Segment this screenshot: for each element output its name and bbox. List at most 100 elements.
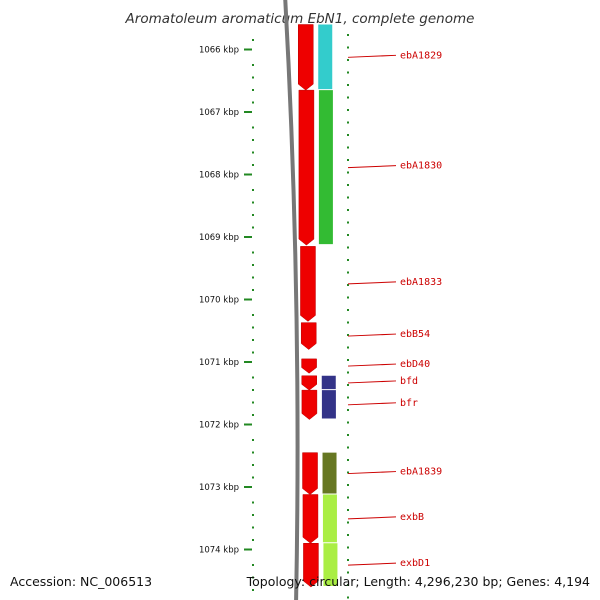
- scale-dot: [252, 264, 254, 266]
- track-dot: [347, 246, 349, 249]
- scale-dot: [252, 314, 254, 316]
- gene-label[interactable]: bfd: [400, 376, 418, 387]
- scale-tick-label: 1070 kbp: [199, 296, 239, 306]
- track-dot: [347, 446, 349, 449]
- track-dot: [347, 84, 349, 86]
- scale-dot: [252, 289, 254, 291]
- scale-tick-label: 1069 kbp: [199, 233, 239, 243]
- gene-leader-line: [347, 363, 397, 367]
- track-dot: [347, 396, 349, 399]
- track-dot: [347, 371, 349, 374]
- track-dot: [347, 271, 349, 274]
- track-dot: [347, 496, 349, 499]
- scale-dot: [252, 126, 254, 129]
- scale-dot: [252, 151, 254, 154]
- scale-tick-label: 1071 kbp: [199, 358, 239, 368]
- track-dot: [347, 534, 349, 536]
- cds-arrow[interactable]: [302, 494, 319, 544]
- scale-dot: [252, 164, 254, 166]
- scale-dot: [252, 414, 254, 416]
- track-dot: [347, 146, 349, 149]
- gene-label[interactable]: ebA1839: [400, 467, 442, 478]
- cds-arrow[interactable]: [301, 375, 318, 391]
- track-dot: [347, 309, 349, 311]
- gene-leader-line: [347, 516, 397, 520]
- track-dot: [347, 121, 349, 124]
- scale-dot: [252, 401, 254, 404]
- track-dot: [347, 484, 349, 486]
- scale-dot: [252, 76, 254, 79]
- track-dot: [347, 284, 349, 286]
- topology-text: Topology: circular; Length: 4,296,230 bp…: [246, 574, 590, 589]
- track-dot: [347, 159, 349, 161]
- genome-backbone: [283, 0, 300, 600]
- gene-label[interactable]: ebB54: [400, 329, 430, 340]
- track-dot: [347, 234, 349, 236]
- track-dot: [347, 471, 349, 474]
- cds-arrow[interactable]: [303, 543, 319, 588]
- track-dot: [347, 71, 349, 74]
- track-dot: [347, 521, 349, 524]
- scale-dot: [252, 226, 254, 229]
- track-dot: [347, 421, 349, 424]
- scale-dot: [252, 64, 254, 66]
- scale-tick-label: 1067 kbp: [199, 108, 239, 118]
- track-dot: [347, 546, 349, 549]
- track-dot: [347, 221, 349, 224]
- track-dot: [347, 96, 349, 99]
- scale-dot: [252, 214, 254, 216]
- cds-arrow[interactable]: [301, 389, 318, 420]
- cog-bar[interactable]: [318, 24, 333, 90]
- cog-track: [318, 24, 338, 586]
- track-dot: [347, 359, 349, 361]
- accession-text: Accession: NC_006513: [10, 574, 152, 589]
- gene-label[interactable]: exbD1: [400, 558, 430, 569]
- gene-label[interactable]: bfr: [400, 398, 418, 409]
- scale-dot: [252, 526, 254, 529]
- cog-bar[interactable]: [322, 494, 337, 543]
- gene-label[interactable]: ebD40: [400, 359, 430, 370]
- track-dot: [347, 109, 349, 111]
- gene-label[interactable]: exbB: [400, 512, 424, 523]
- scale-dot: [252, 464, 254, 466]
- track-dot: [347, 384, 349, 386]
- track-dot: [347, 46, 349, 49]
- scale-dot: [252, 376, 254, 379]
- scale-tick-label: 1073 kbp: [199, 483, 239, 493]
- gene-leader-line: [347, 402, 397, 406]
- track-dot: [347, 346, 349, 349]
- gene-leader-line: [347, 380, 397, 384]
- cds-arrow[interactable]: [301, 358, 317, 374]
- scale-dot: [252, 589, 254, 591]
- gene-label[interactable]: ebA1829: [400, 50, 442, 61]
- scale-dot: [252, 576, 254, 579]
- cog-bar[interactable]: [322, 452, 337, 494]
- scale-dot: [252, 251, 254, 254]
- gene-label[interactable]: ebA1833: [400, 277, 442, 288]
- cds-arrow[interactable]: [300, 246, 316, 322]
- scale-dot: [252, 139, 254, 141]
- scale-dot: [252, 564, 254, 566]
- gene-leader-line: [347, 281, 397, 285]
- cog-bar[interactable]: [323, 543, 338, 586]
- scale-dot: [252, 451, 254, 454]
- track-dot: [347, 334, 349, 336]
- gene-label[interactable]: ebA1830: [400, 161, 442, 172]
- track-dot: [347, 459, 349, 461]
- cds-arrow[interactable]: [297, 24, 314, 91]
- cog-bar[interactable]: [321, 390, 336, 419]
- gene-leader-line: [347, 333, 397, 337]
- track-dot: [347, 409, 349, 411]
- scale-dot: [252, 39, 254, 41]
- cog-bar[interactable]: [321, 375, 336, 390]
- gene-labels: ebA1829 ebA1830 ebA1833 ebB54 ebD40 bfd bfr ebA…: [347, 50, 442, 569]
- cds-arrow[interactable]: [298, 89, 315, 246]
- scale-tick-label: 1072 kbp: [199, 421, 239, 431]
- cds-arrow[interactable]: [302, 452, 318, 495]
- cog-bar[interactable]: [318, 90, 333, 245]
- cds-arrow[interactable]: [300, 322, 317, 350]
- scale-dot: [252, 439, 254, 441]
- track-dot: [347, 584, 349, 586]
- scale-dot: [252, 476, 254, 479]
